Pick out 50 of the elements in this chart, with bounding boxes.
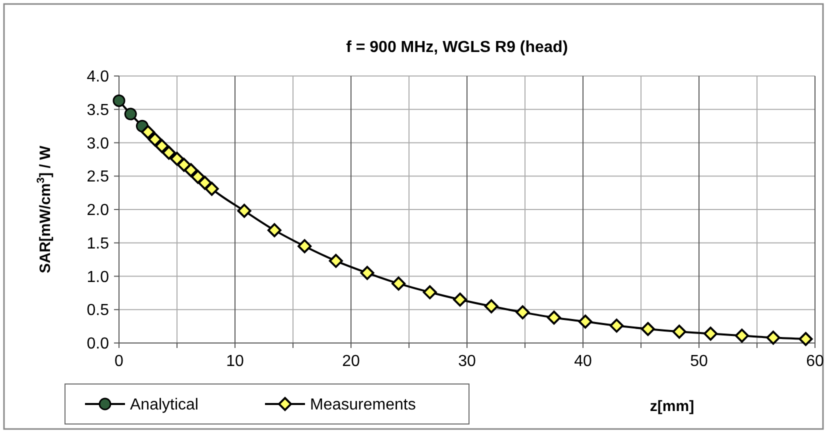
point <box>610 318 624 333</box>
point <box>298 239 312 254</box>
point <box>578 314 592 329</box>
point <box>204 182 219 196</box>
point <box>422 285 437 300</box>
point <box>328 254 343 268</box>
x-tick-label: 30 <box>458 353 476 370</box>
point <box>148 132 162 146</box>
point <box>798 332 813 346</box>
point <box>453 292 468 307</box>
y-tick-label: 0.5 <box>86 302 110 320</box>
x-tick-label: 0 <box>114 353 124 370</box>
x-tick-label: 40 <box>574 353 592 370</box>
point <box>198 176 212 190</box>
x-tick-label: 50 <box>690 353 708 370</box>
point <box>484 299 498 314</box>
chart-title: f = 900 MHz, WGLS R9 (head) <box>346 39 568 56</box>
point <box>392 276 406 291</box>
x-axis-title: z[mm] <box>650 398 694 415</box>
y-tick-label: 2.5 <box>86 168 110 186</box>
point <box>672 324 686 339</box>
point <box>141 125 155 140</box>
x-tick-label: 60 <box>806 353 824 370</box>
y-tick-label: 3.5 <box>86 102 110 119</box>
point <box>176 158 191 172</box>
point <box>162 146 176 160</box>
point <box>237 204 252 218</box>
point <box>360 266 374 280</box>
point <box>640 322 655 336</box>
y-tick-label: 4.0 <box>86 68 110 86</box>
point <box>190 170 205 184</box>
legend-label: Measurements <box>310 396 416 414</box>
x-tick-label: 20 <box>342 353 360 370</box>
point <box>766 330 780 345</box>
point <box>154 139 169 154</box>
point <box>516 305 530 320</box>
y-tick-label: 1.5 <box>86 235 110 252</box>
point <box>267 223 282 238</box>
point <box>704 326 718 341</box>
y-tick-label: 3.0 <box>86 135 110 152</box>
point <box>184 163 198 178</box>
legend-label: Analytical <box>130 396 198 414</box>
x-tick-label: 10 <box>226 353 244 370</box>
point <box>170 152 184 166</box>
y-tick-label: 0.0 <box>86 336 110 353</box>
y-tick-label: 1.0 <box>86 268 110 286</box>
point <box>734 328 749 343</box>
point <box>547 310 561 325</box>
point <box>112 94 126 107</box>
y-tick-label: 2.0 <box>86 202 110 220</box>
